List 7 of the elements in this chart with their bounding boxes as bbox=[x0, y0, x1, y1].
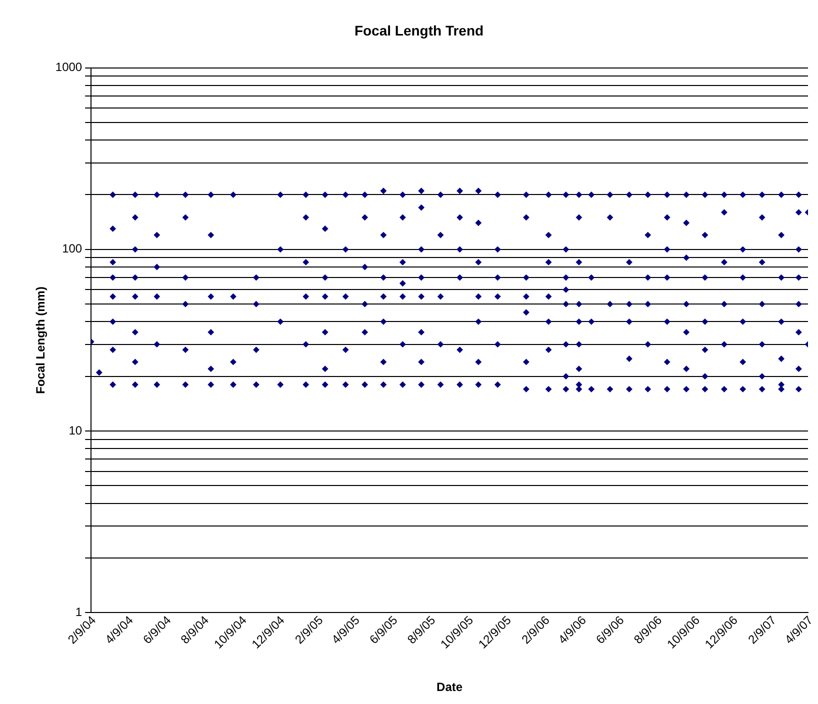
y-tick-label: 1 bbox=[75, 604, 82, 619]
y-tick-label: 10 bbox=[68, 423, 82, 438]
chart-title: Focal Length Trend bbox=[354, 22, 484, 38]
y-tick-label: 1000 bbox=[55, 60, 82, 74]
y-tick-label: 100 bbox=[62, 242, 82, 256]
y-axis-title: Focal Length (mm) bbox=[34, 286, 48, 394]
x-axis-title: Date bbox=[436, 680, 463, 694]
